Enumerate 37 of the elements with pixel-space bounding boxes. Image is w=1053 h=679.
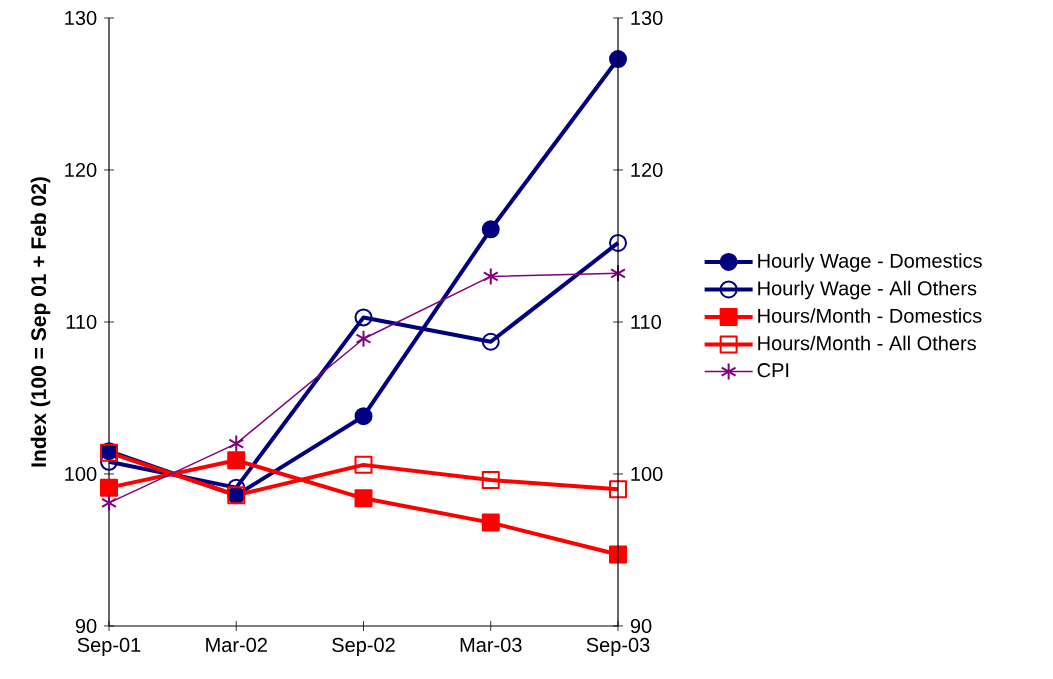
x-tick-label: Mar-02 — [206, 637, 267, 653]
point — [482, 267, 499, 286]
x-tick-label: Sep-01 — [77, 637, 141, 656]
y-tick-label: 120 — [65, 162, 97, 178]
point — [101, 493, 117, 512]
point — [354, 308, 373, 327]
y2-tick-label: 130 — [631, 10, 663, 26]
legend-label: Hourly Wage - Domestics — [758, 253, 982, 272]
y-tick-label: 90 — [75, 618, 97, 634]
point — [481, 332, 500, 351]
legend-label: Hours/Month - Domestics — [758, 308, 982, 323]
point — [481, 513, 500, 532]
y-tick-label: 130 — [65, 10, 97, 26]
x-tick-label: Sep-02 — [332, 637, 395, 656]
x-tick-label: Sep-03 — [586, 637, 650, 656]
y-axis-title: Index (100 = Sep 01 + Feb 02) — [30, 177, 51, 467]
x-tick-label: Mar-03 — [460, 637, 522, 653]
point — [609, 480, 628, 499]
point — [228, 434, 245, 453]
point — [354, 455, 373, 474]
y-tick-label: 110 — [66, 314, 97, 330]
y2-tick-label: 90 — [630, 618, 652, 634]
point — [355, 329, 372, 348]
point — [609, 233, 628, 252]
point — [481, 220, 500, 239]
point — [354, 407, 373, 426]
point — [481, 471, 500, 490]
legend-label: CPI — [757, 363, 789, 378]
point — [354, 489, 373, 508]
legend-label: Hourly Wage - All Others — [758, 280, 977, 300]
point — [227, 451, 246, 470]
y-tick-label: 100 — [65, 466, 97, 482]
legend-label: Hours/Month - All Others — [758, 335, 976, 351]
y2-tick-label: 110 — [631, 314, 661, 330]
point — [100, 478, 119, 497]
y2-tick-label: 100 — [631, 466, 663, 482]
y2-tick-label: 120 — [631, 162, 663, 178]
